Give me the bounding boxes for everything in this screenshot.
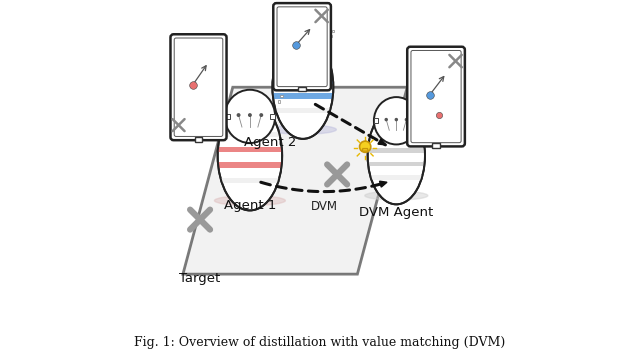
FancyBboxPatch shape (275, 64, 331, 70)
Circle shape (301, 47, 305, 51)
FancyBboxPatch shape (273, 79, 333, 84)
FancyBboxPatch shape (371, 175, 422, 180)
Bar (298, 87, 306, 91)
Bar (270, 114, 275, 119)
Ellipse shape (214, 196, 285, 206)
Circle shape (385, 118, 388, 121)
FancyBboxPatch shape (273, 93, 333, 98)
Circle shape (404, 118, 408, 121)
Ellipse shape (279, 25, 326, 75)
Bar (225, 114, 230, 119)
Polygon shape (183, 87, 407, 274)
FancyBboxPatch shape (407, 47, 465, 147)
Bar (322, 47, 326, 53)
Circle shape (360, 141, 371, 152)
Text: Target: Target (179, 272, 221, 285)
Polygon shape (378, 139, 385, 145)
Bar (374, 118, 378, 123)
Circle shape (237, 113, 241, 117)
Bar (279, 47, 284, 53)
Text: DVM Agent: DVM Agent (359, 206, 433, 219)
Text: Fig. 1: Overview of distillation with value matching (DVM): Fig. 1: Overview of distillation with va… (134, 336, 506, 349)
Circle shape (395, 118, 398, 121)
Bar (278, 100, 280, 103)
Polygon shape (362, 149, 368, 151)
Ellipse shape (225, 90, 275, 143)
Ellipse shape (269, 125, 337, 134)
FancyBboxPatch shape (218, 147, 282, 153)
Bar (332, 30, 334, 32)
Text: DVM: DVM (310, 200, 337, 213)
Ellipse shape (365, 191, 428, 200)
Bar (414, 118, 419, 123)
Circle shape (312, 47, 316, 51)
Bar (424, 102, 426, 104)
FancyBboxPatch shape (221, 178, 278, 183)
Bar (195, 137, 202, 142)
Text: Agent 2: Agent 2 (244, 136, 296, 149)
Bar (329, 35, 332, 38)
Ellipse shape (367, 107, 425, 204)
Ellipse shape (218, 101, 282, 210)
FancyBboxPatch shape (273, 3, 331, 90)
Bar (421, 107, 424, 109)
FancyBboxPatch shape (218, 162, 282, 168)
Polygon shape (380, 181, 387, 187)
FancyBboxPatch shape (276, 108, 330, 113)
Circle shape (248, 113, 252, 117)
FancyBboxPatch shape (220, 132, 280, 137)
FancyBboxPatch shape (370, 135, 422, 139)
Ellipse shape (374, 97, 419, 144)
Text: Agent 1: Agent 1 (224, 199, 276, 212)
Bar (280, 95, 283, 97)
Ellipse shape (273, 36, 333, 139)
FancyBboxPatch shape (368, 148, 425, 153)
Circle shape (259, 113, 263, 117)
Bar (432, 143, 440, 148)
FancyBboxPatch shape (170, 34, 227, 140)
FancyBboxPatch shape (368, 161, 424, 166)
Circle shape (291, 47, 294, 51)
